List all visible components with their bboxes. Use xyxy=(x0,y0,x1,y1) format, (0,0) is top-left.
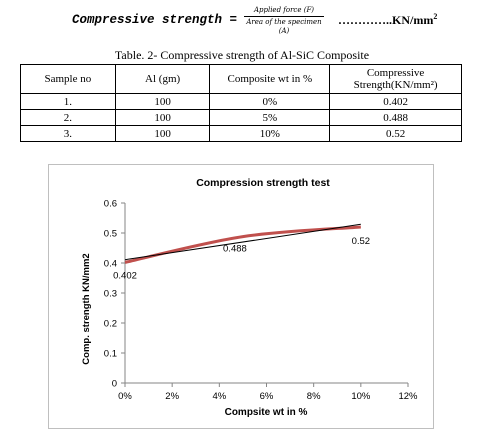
formula-numerator: Applied force (F) xyxy=(253,6,315,14)
x-axis-title: Compsite wt in % xyxy=(225,407,308,418)
compression-chart: Compression strength test Compsite wt in… xyxy=(81,177,418,418)
plot-area: 0 0.1 0.2 0.3 0.4 0.5 0.6 0% 2% 4% 6% 8% 10% 12% 0.402… xyxy=(104,199,418,403)
trendline xyxy=(124,223,361,261)
y-axis-title: Comp. strength KN/mm2 xyxy=(81,253,92,364)
formula-unit-sup: 2 xyxy=(433,12,438,21)
formula-unit: …………..KN/mm2 xyxy=(338,12,437,28)
y-tick-label: 0.3 xyxy=(104,289,117,300)
chart-title: Compression strength test xyxy=(196,177,330,189)
x-tick-label: 10% xyxy=(351,391,371,402)
data-label: 0.488 xyxy=(223,244,247,255)
y-tick-label: 0.5 xyxy=(104,229,117,240)
table-caption: Table. 2- Compressive strength of Al-SiC… xyxy=(114,48,370,62)
table-cell: 0.52 xyxy=(329,125,462,142)
table-cell: 5% xyxy=(209,109,331,126)
x-tick-label: 12% xyxy=(398,391,418,402)
x-tick-label: 2% xyxy=(165,391,179,402)
formula-unit-text: …………..KN/mm xyxy=(338,13,434,27)
formula-lhs: Compressive strength = xyxy=(72,13,238,27)
table-cell: 2. xyxy=(20,109,116,126)
header-al: Al (gm) xyxy=(114,64,211,94)
table-cell: 100 xyxy=(114,125,211,142)
fraction-bar xyxy=(244,16,324,17)
x-tick-label: 8% xyxy=(307,391,321,402)
y-tick-label: 0.2 xyxy=(104,319,117,330)
table-cell: 10% xyxy=(209,125,331,142)
y-tick-label: 0 xyxy=(112,379,117,390)
data-label: 0.52 xyxy=(352,236,371,247)
table-row: 2. 100 5% 0.488 xyxy=(20,109,462,126)
table-row: 1. 100 0% 0.402 xyxy=(20,93,462,110)
data-label: 0.402 xyxy=(113,270,137,281)
header-sample-no: Sample no xyxy=(20,64,116,94)
strength-table: Sample no Al (gm) Composite wt in % Comp… xyxy=(20,64,462,142)
table-cell: 100 xyxy=(114,109,211,126)
x-tick-label: 0% xyxy=(118,391,132,402)
y-tick-label: 0.6 xyxy=(104,199,117,210)
table-row: 3. 100 10% 0.52 xyxy=(20,125,462,142)
formula-denominator: Area of the specimen (A) xyxy=(246,18,322,35)
x-tick-label: 4% xyxy=(212,391,226,402)
y-tick-label: 0.1 xyxy=(104,349,117,360)
table-cell: 100 xyxy=(114,93,211,110)
table-cell: 1. xyxy=(20,93,116,110)
compressive-strength-formula: Compressive strength = Applied force (F)… xyxy=(72,4,472,40)
header-composite-wt: Composite wt in % xyxy=(209,64,331,94)
x-tick-label: 6% xyxy=(260,391,274,402)
table-cell: 3. xyxy=(20,125,116,142)
table-cell: 0% xyxy=(209,93,331,110)
table-header-row: Sample no Al (gm) Composite wt in % Comp… xyxy=(20,64,462,94)
chart-container: Compression strength test Compsite wt in… xyxy=(48,164,434,429)
formula-fraction: Applied force (F) Area of the specimen (… xyxy=(244,6,324,36)
table-cell: 0.402 xyxy=(329,93,462,110)
header-compressive-strength: Compressive Strength(KN/mm²) xyxy=(329,64,462,94)
table-cell: 0.488 xyxy=(329,109,462,126)
y-tick-label: 0.4 xyxy=(104,259,117,270)
